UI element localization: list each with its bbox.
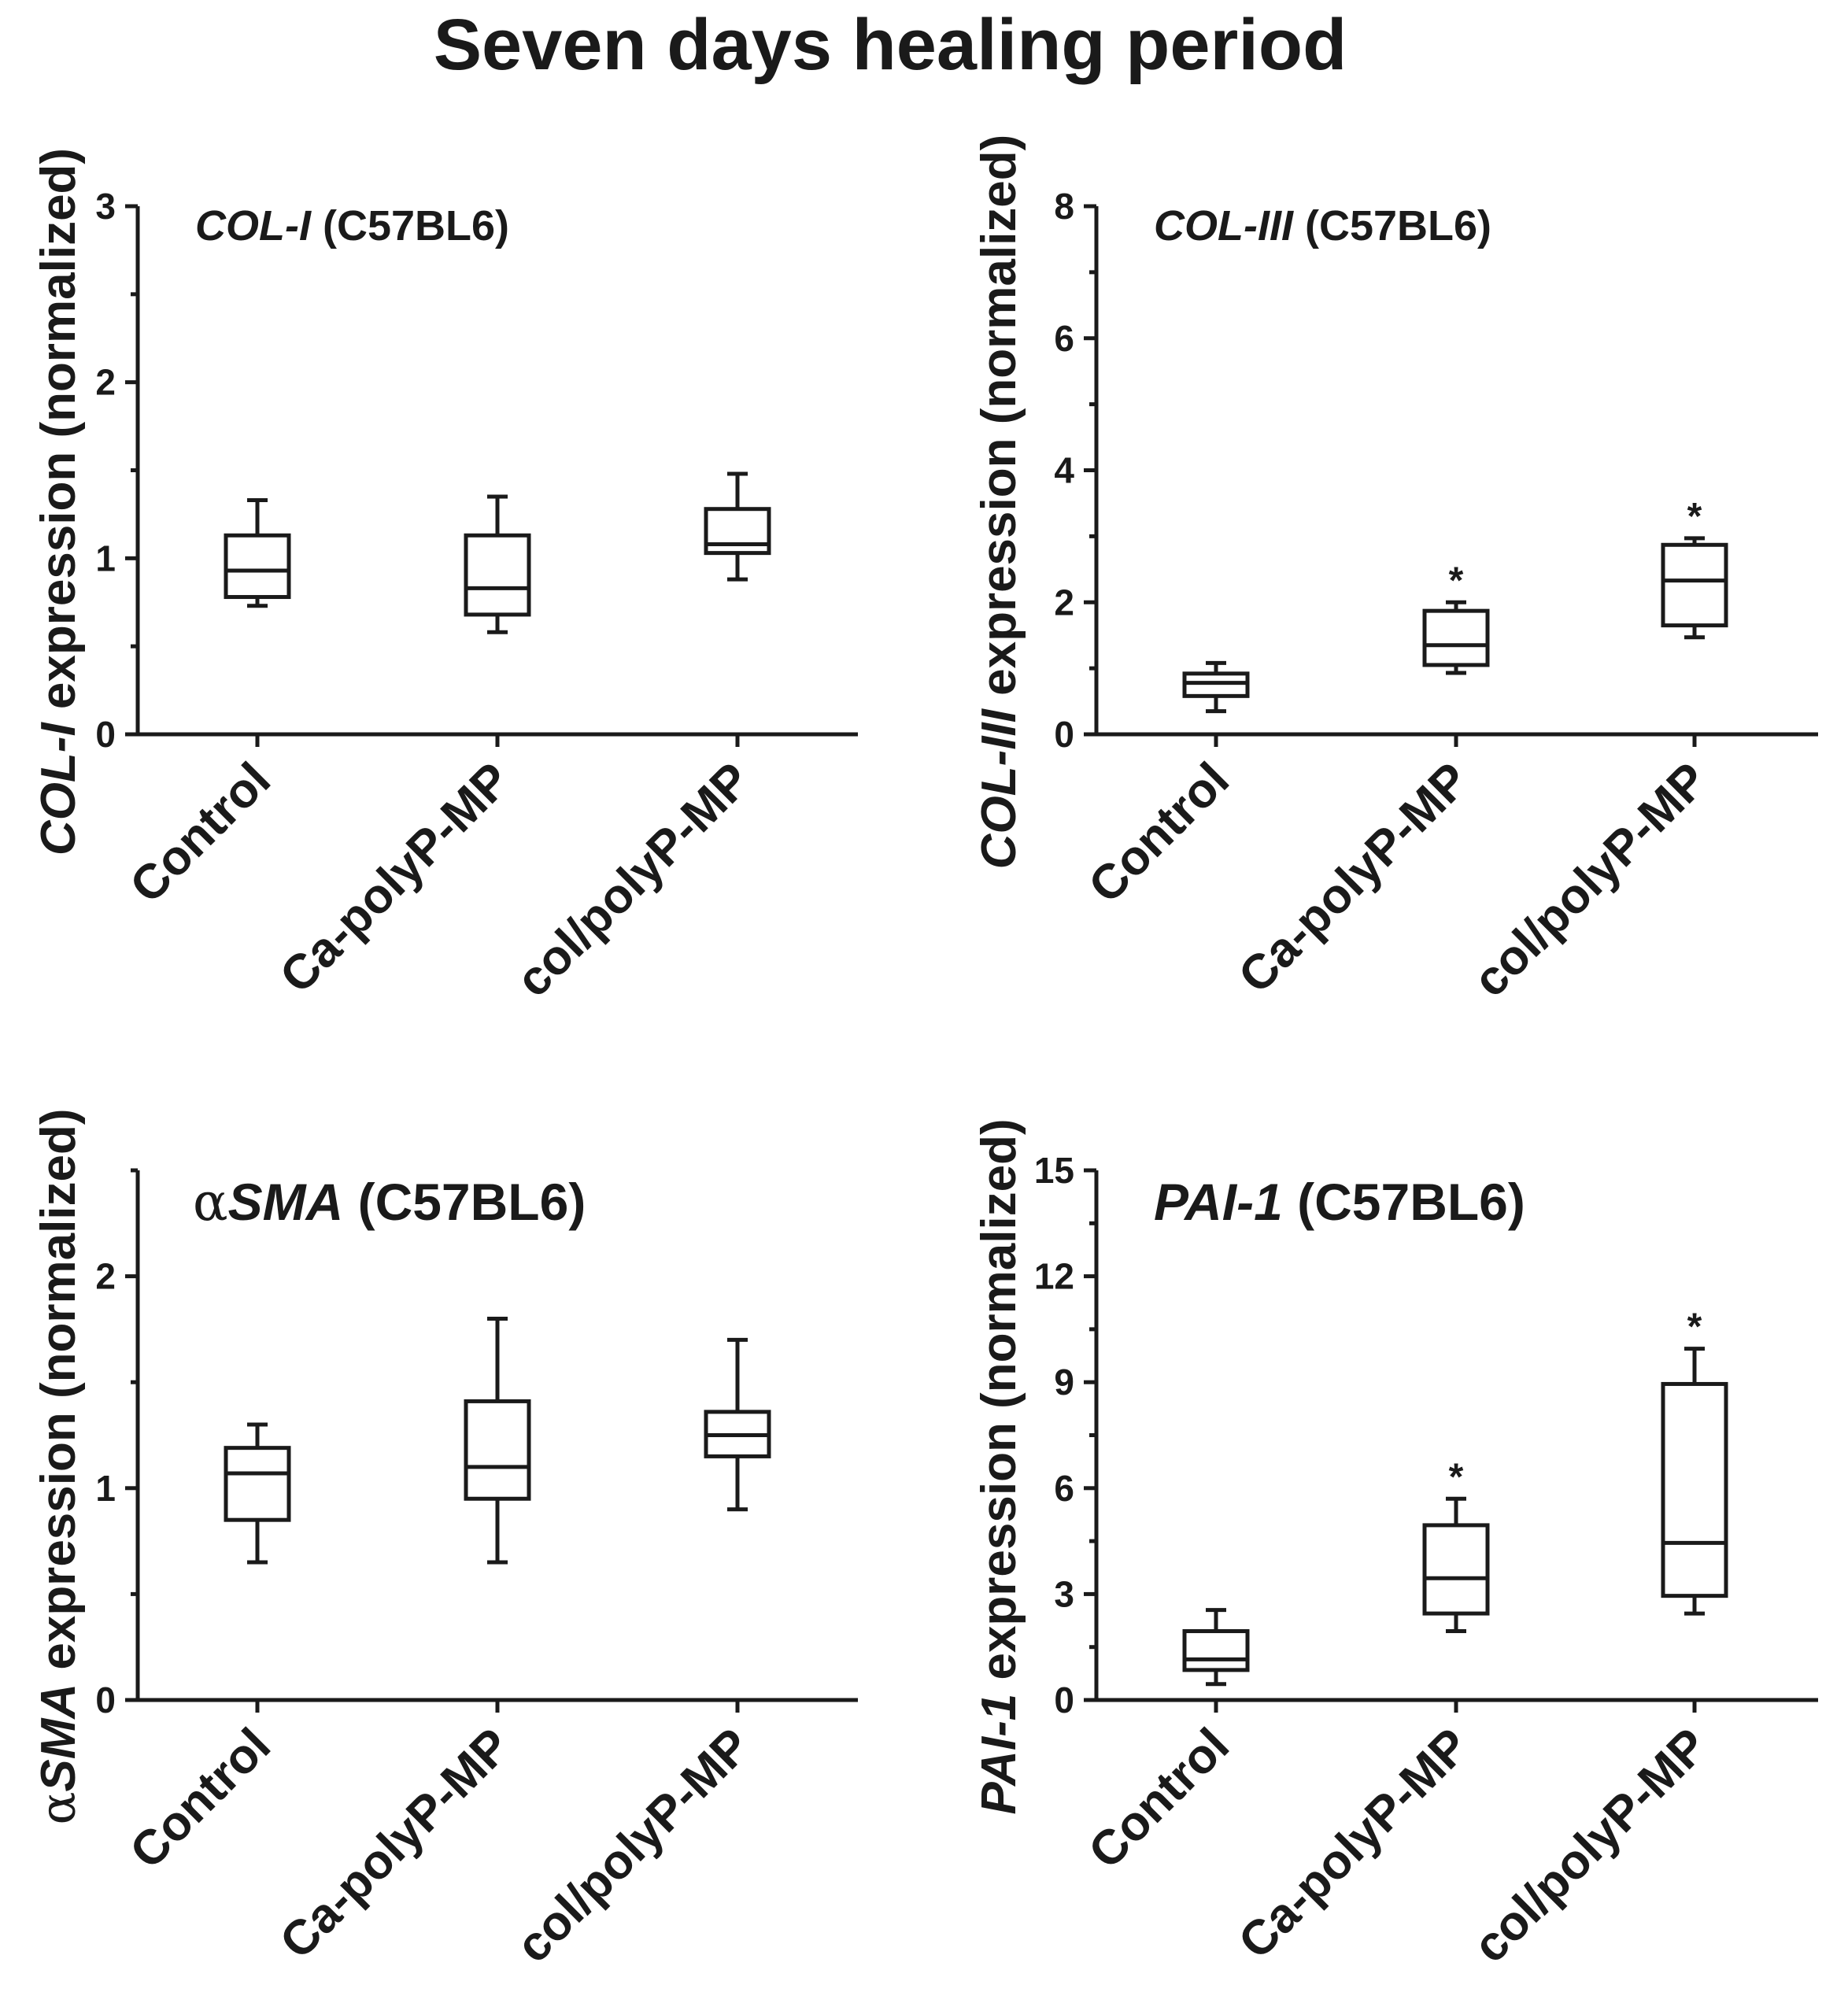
x-category-label: Control <box>1078 1718 1240 1879</box>
significance-marker: * <box>1449 1456 1464 1498</box>
box-plot-1 <box>464 1316 531 1565</box>
panel-label: PAI-1 (C57BL6) <box>1154 1173 1525 1231</box>
x-category-label: Ca-polyP-MP <box>270 1718 521 1969</box>
iqr-box <box>1182 1629 1250 1672</box>
significance-marker: * <box>1449 560 1464 601</box>
y-tick-label: 9 <box>1054 1362 1074 1403</box>
y-tick-label: 15 <box>1034 1150 1074 1191</box>
x-category-label: col/polyP-MP <box>506 1718 761 1973</box>
box-plot-1 <box>464 494 531 634</box>
box-plot-2 <box>704 471 771 582</box>
figure-title: Seven days healing period <box>434 5 1347 85</box>
y-tick-label: 12 <box>1034 1256 1074 1297</box>
box-plot-0 <box>224 498 291 608</box>
x-category-label: Ca-polyP-MP <box>1229 752 1480 1003</box>
box-plot-0 <box>1182 1608 1250 1687</box>
y-tick-label: 6 <box>1054 1468 1074 1509</box>
x-category-label: col/polyP-MP <box>1463 1718 1718 1973</box>
iqr-box <box>464 533 531 617</box>
y-tick-label: 2 <box>95 362 116 403</box>
x-category-label: Ca-polyP-MP <box>270 752 521 1003</box>
x-category-label: Control <box>120 752 281 914</box>
y-tick-label: 3 <box>95 186 116 227</box>
box-plot-2: * <box>1661 1306 1728 1616</box>
y-axis-label: αSMA expression (normalized) <box>29 1108 87 1824</box>
box-plot-1: * <box>1422 560 1490 675</box>
panel-label: αSMA (C57BL6) <box>193 1172 586 1233</box>
y-tick-label: 3 <box>1054 1573 1074 1614</box>
iqr-box <box>1661 1381 1728 1598</box>
y-tick-label: 2 <box>95 1256 116 1297</box>
y-tick-label: 1 <box>95 1468 116 1509</box>
iqr-box <box>1661 542 1728 628</box>
x-category-label: Control <box>1078 752 1240 914</box>
y-tick-label: 0 <box>95 714 116 755</box>
y-tick-label: 0 <box>1054 1680 1074 1720</box>
box-plot-0 <box>1182 660 1250 714</box>
significance-marker: * <box>1687 1306 1702 1348</box>
box-plot-2 <box>704 1337 771 1512</box>
box-plot-2: * <box>1661 496 1728 640</box>
panel-label: COL-I (C57BL6) <box>195 202 509 249</box>
box-plot-1: * <box>1422 1456 1490 1634</box>
y-tick-label: 4 <box>1054 450 1074 491</box>
y-tick-label: 6 <box>1054 318 1074 359</box>
x-category-label: col/polyP-MP <box>1463 752 1718 1007</box>
y-axis-label: PAI-1 expression (normalized) <box>972 1118 1026 1814</box>
iqr-box <box>224 533 291 600</box>
y-axis-label: COL-III expression (normalized) <box>972 135 1026 870</box>
iqr-box <box>224 1446 291 1522</box>
y-tick-label: 0 <box>95 1680 116 1720</box>
iqr-box <box>1422 1523 1490 1616</box>
x-category-label: Control <box>120 1718 281 1879</box>
x-category-label: Ca-polyP-MP <box>1229 1718 1480 1969</box>
y-tick-label: 1 <box>95 538 116 578</box>
significance-marker: * <box>1687 496 1702 538</box>
y-tick-label: 8 <box>1054 186 1074 227</box>
y-tick-label: 2 <box>1054 582 1074 623</box>
panel-label: COL-III (C57BL6) <box>1154 202 1491 249</box>
x-category-label: col/polyP-MP <box>506 752 761 1007</box>
iqr-box <box>1422 608 1490 667</box>
iqr-box <box>704 507 771 556</box>
iqr-box <box>464 1399 531 1501</box>
iqr-box <box>1182 671 1250 698</box>
y-axis-label: COL-I expression (normalized) <box>31 148 86 856</box>
y-tick-label: 0 <box>1054 714 1074 755</box>
box-plot-0 <box>224 1422 291 1565</box>
